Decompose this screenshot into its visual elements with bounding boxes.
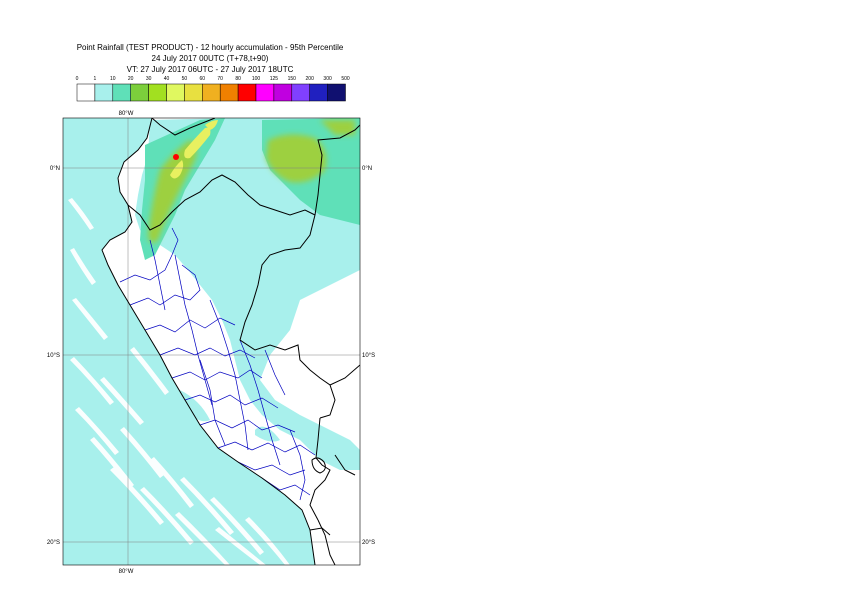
- dry-ocean-streaks: [68, 198, 290, 565]
- lon-label-bottom: 80°W: [119, 569, 134, 575]
- legend-threshold-label: 0: [76, 76, 79, 82]
- lat-label-left: 0°N: [50, 166, 60, 172]
- legend-threshold-label: 40: [164, 76, 170, 82]
- very-heavy-rain-areas: [170, 120, 218, 179]
- valid-time: VT: 27 July 2017 06UTC - 27 July 2017 18…: [126, 65, 294, 74]
- legend-threshold-label: 50: [182, 76, 188, 82]
- extreme-rain-spot: [173, 154, 179, 160]
- legend-threshold-label: 80: [235, 76, 241, 82]
- legend-threshold-label: 125: [270, 76, 279, 82]
- wet-land-areas: [135, 118, 360, 470]
- lat-label-right: 0°N: [362, 166, 372, 172]
- legend-swatch: [327, 83, 346, 102]
- lat-label-left: 20°S: [47, 540, 60, 546]
- graticule: [63, 118, 360, 565]
- legend-threshold-label: 20: [128, 76, 134, 82]
- forecast-base-time: 24 July 2017 00UTC (T+78,t+90): [151, 54, 269, 63]
- regional-borders: [119, 227, 316, 501]
- lat-label-right: 20°S: [362, 540, 375, 546]
- legend-threshold-label: 60: [200, 76, 206, 82]
- legend-threshold-label: 150: [288, 76, 297, 82]
- country-borders: [101, 118, 360, 565]
- lat-label-right: 10°S: [362, 353, 375, 359]
- map-frame: [62, 117, 361, 566]
- legend-threshold-label: 70: [217, 76, 223, 82]
- legend-threshold-label: 200: [306, 76, 315, 82]
- legend-threshold-label: 100: [252, 76, 261, 82]
- heavy-rain-areas: [148, 120, 355, 244]
- legend-threshold-label: 500: [341, 76, 350, 82]
- legend-threshold-label: 10: [110, 76, 116, 82]
- map-title: Point Rainfall (TEST PRODUCT) - 12 hourl…: [76, 43, 344, 52]
- legend-threshold-label: 1: [94, 76, 97, 82]
- color-legend: 0 1 10 20 30 40 50 60 70 80 100 125 150 200 300 500: [76, 76, 350, 102]
- lon-label-top: 80°W: [119, 111, 134, 117]
- legend-threshold-label: 30: [146, 76, 152, 82]
- lat-label-left: 10°S: [47, 353, 60, 359]
- legend-threshold-label: 300: [323, 76, 332, 82]
